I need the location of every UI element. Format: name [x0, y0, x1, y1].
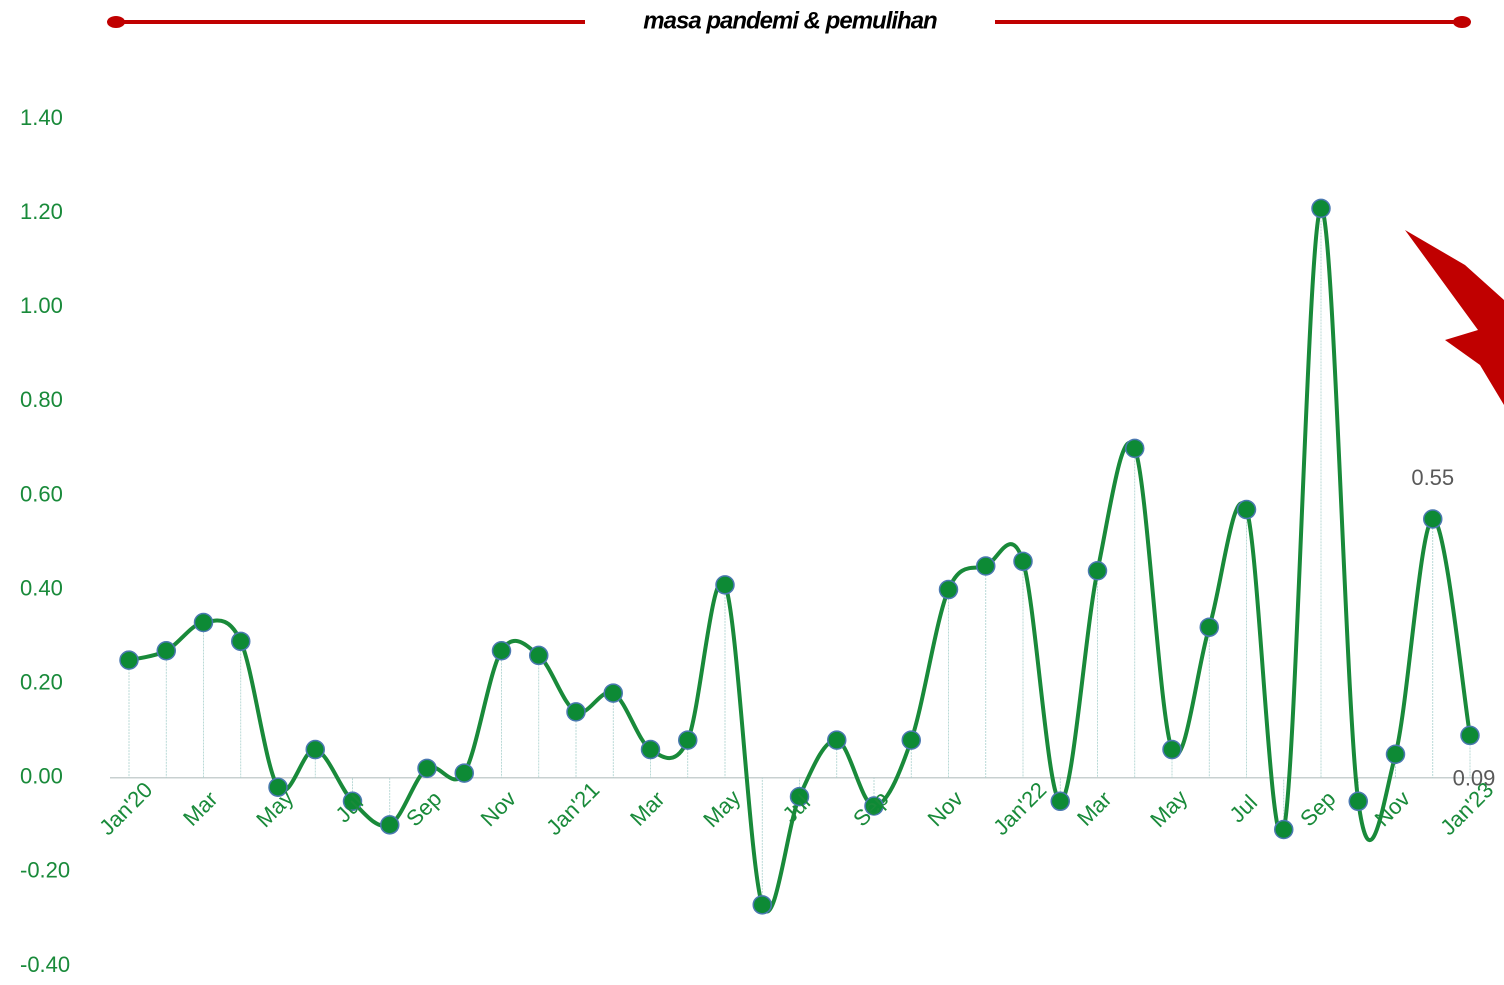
- data-label: 0.09: [1453, 766, 1496, 791]
- marker: [231, 631, 251, 652]
- marker: [566, 702, 586, 722]
- marker: [529, 645, 549, 666]
- decorative-arrow: [1405, 230, 1504, 405]
- marker: [342, 791, 363, 812]
- marker: [1423, 509, 1443, 529]
- marker: [1087, 560, 1108, 581]
- y-tick-label: 1.00: [20, 293, 63, 318]
- y-tick-label: 0.00: [20, 764, 63, 789]
- y-tick-label: 0.60: [20, 481, 63, 506]
- marker: [901, 730, 921, 750]
- y-tick-label: 0.80: [20, 387, 63, 412]
- y-tick-label: -0.40: [20, 952, 70, 977]
- marker: [1125, 438, 1145, 459]
- x-tick-label: Sep: [401, 786, 446, 831]
- data-label: 0.55: [1411, 465, 1454, 490]
- marker: [715, 575, 735, 595]
- x-tick-label: Jul: [1225, 790, 1263, 828]
- marker: [380, 815, 400, 835]
- marker: [417, 758, 437, 779]
- marker: [827, 730, 847, 750]
- x-tick-label: Jan'22: [988, 777, 1051, 840]
- marker: [1236, 499, 1257, 520]
- y-tick-label: -0.20: [20, 858, 70, 883]
- x-tick-label: Nov: [923, 786, 968, 831]
- marker: [1311, 198, 1331, 219]
- header-dot: [107, 16, 125, 28]
- marker: [938, 579, 959, 600]
- x-tick-label: Jul: [778, 790, 816, 828]
- marker: [789, 786, 810, 807]
- marker: [1162, 739, 1182, 760]
- y-tick-label: 0.20: [20, 669, 63, 694]
- marker: [193, 612, 214, 633]
- chart-title: masa pandemi & pemulihan: [643, 7, 937, 34]
- marker: [1348, 791, 1368, 812]
- marker: [752, 895, 772, 915]
- marker: [1460, 725, 1480, 746]
- marker: [1050, 791, 1070, 812]
- marker: [1199, 617, 1219, 637]
- marker: [864, 796, 884, 816]
- x-tick-label: May: [251, 785, 298, 832]
- marker: [156, 640, 176, 661]
- x-tick-label: Jan'20: [94, 777, 157, 840]
- marker: [976, 556, 996, 576]
- x-tick-label: Sep: [1295, 786, 1340, 831]
- marker: [305, 739, 325, 760]
- header-dot: [1453, 16, 1471, 28]
- plot-area: -0.40 -0.20 0.00 0.20 0.40 0.60 0.80 1.00 1.20 1.…: [20, 105, 1498, 977]
- x-tick-label: Mar: [625, 786, 669, 830]
- marker: [1274, 819, 1294, 840]
- y-tick-label: 1.40: [20, 105, 63, 130]
- y-tick-label: 0.40: [20, 575, 63, 600]
- x-tick-label: Nov: [476, 786, 521, 831]
- marker: [1013, 551, 1033, 572]
- x-tick-label: May: [1145, 785, 1192, 832]
- y-tick-label: 1.20: [20, 199, 63, 224]
- marker: [268, 777, 288, 797]
- marker: [678, 730, 698, 750]
- x-tick-label: Jan'21: [541, 777, 604, 840]
- marker: [454, 763, 474, 783]
- marker: [640, 739, 661, 760]
- marker: [1385, 744, 1406, 764]
- marker: [491, 640, 512, 661]
- x-tick-label: Mar: [178, 786, 222, 830]
- x-tick-label: May: [698, 785, 745, 832]
- marker: [119, 650, 139, 670]
- x-tick-label: Mar: [1072, 786, 1116, 830]
- x-tick-label: Jul: [331, 790, 369, 828]
- marker: [603, 683, 623, 703]
